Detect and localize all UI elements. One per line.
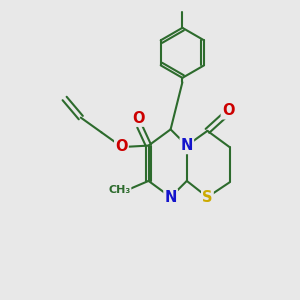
Text: S: S bbox=[202, 190, 213, 205]
Text: O: O bbox=[222, 103, 234, 118]
Text: N: N bbox=[164, 190, 177, 205]
Text: O: O bbox=[115, 139, 128, 154]
Text: O: O bbox=[132, 111, 145, 126]
Text: N: N bbox=[181, 138, 193, 153]
Text: CH₃: CH₃ bbox=[109, 185, 131, 195]
